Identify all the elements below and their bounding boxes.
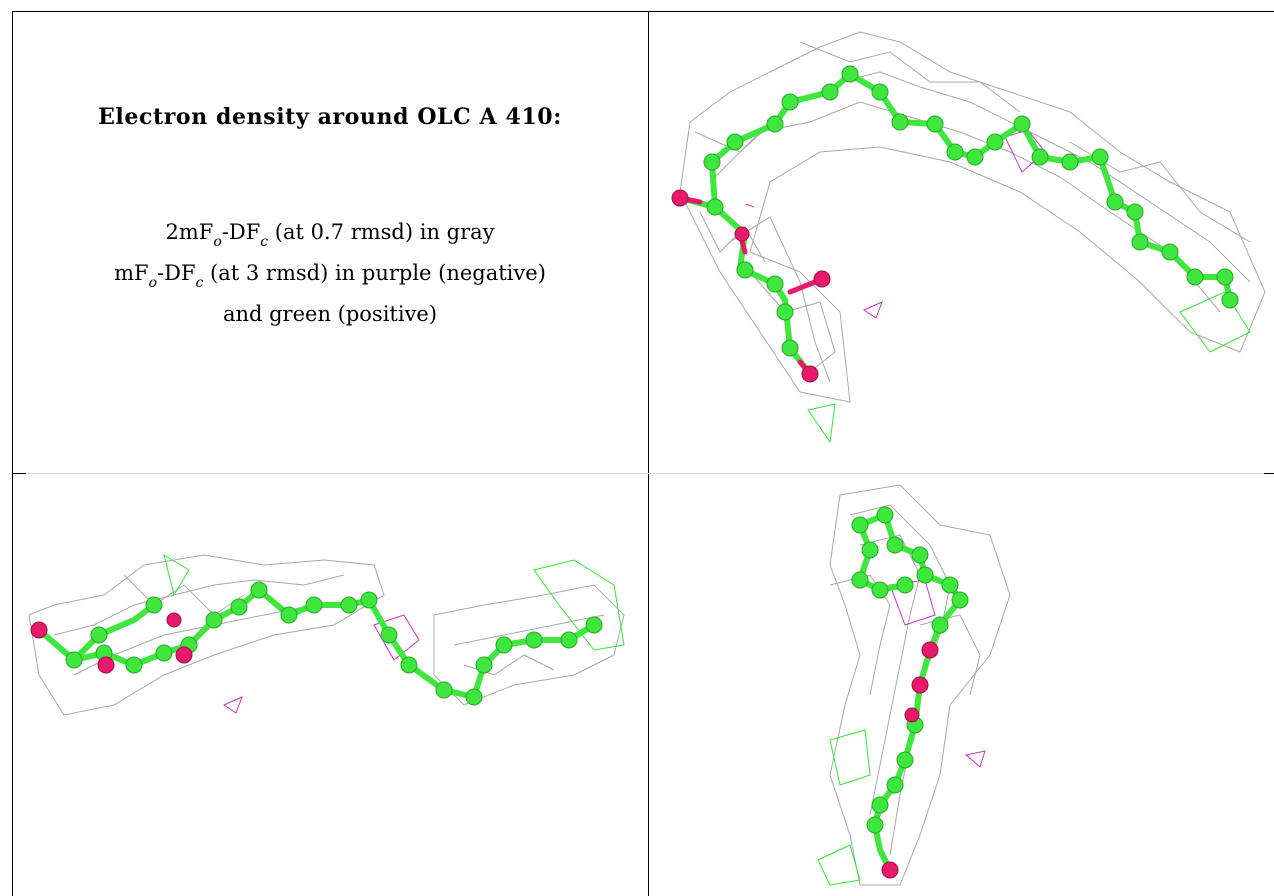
divider-horizontal-right	[1264, 473, 1274, 474]
caption-line-1: 2mFo-DFc (at 0.7 rmsd) in gray	[165, 220, 495, 251]
caption-cell: Electron density around OLC A 410: 2mFo-…	[12, 12, 648, 472]
caption-title: Electron density around OLC A 410:	[98, 104, 562, 130]
gray-mesh	[28, 554, 625, 716]
caption-lines: 2mFo-DFc (at 0.7 rmsd) in gray mFo-DFc (…	[12, 216, 648, 331]
gray-mesh	[679, 31, 1266, 403]
density-view-1	[650, 12, 1274, 472]
density-view-2-render	[28, 553, 625, 716]
density-view-3-render	[817, 484, 1011, 886]
carbon-atoms	[65, 581, 603, 706]
caption-line-2: mFo-DFc (at 3 rmsd) in purple (negative)	[114, 261, 546, 292]
divider-vertical	[648, 11, 649, 896]
ligand-bonds	[677, 70, 1233, 377]
positive-mesh	[817, 729, 871, 886]
density-view-2	[14, 475, 647, 896]
oxygen-atoms	[30, 612, 193, 674]
border-top	[12, 11, 1274, 12]
negative-mesh	[889, 579, 986, 768]
ligand-oxygen-bonds	[677, 195, 823, 377]
caption-line-3: and green (positive)	[222, 302, 438, 327]
oxygen-atoms	[881, 641, 939, 879]
border-left	[12, 11, 13, 896]
carbon-atoms	[851, 506, 969, 834]
positive-mesh	[163, 553, 625, 651]
density-view-1-render	[671, 31, 1266, 444]
divider-horizontal-faint	[26, 473, 1264, 474]
ligand-bonds	[36, 586, 597, 701]
divider-horizontal-left	[12, 473, 26, 474]
oxygen-atoms	[671, 189, 831, 383]
positive-mesh	[807, 291, 1251, 444]
density-view-3	[650, 475, 1274, 896]
negative-mesh	[222, 614, 420, 714]
carbon-atoms	[703, 65, 1239, 357]
